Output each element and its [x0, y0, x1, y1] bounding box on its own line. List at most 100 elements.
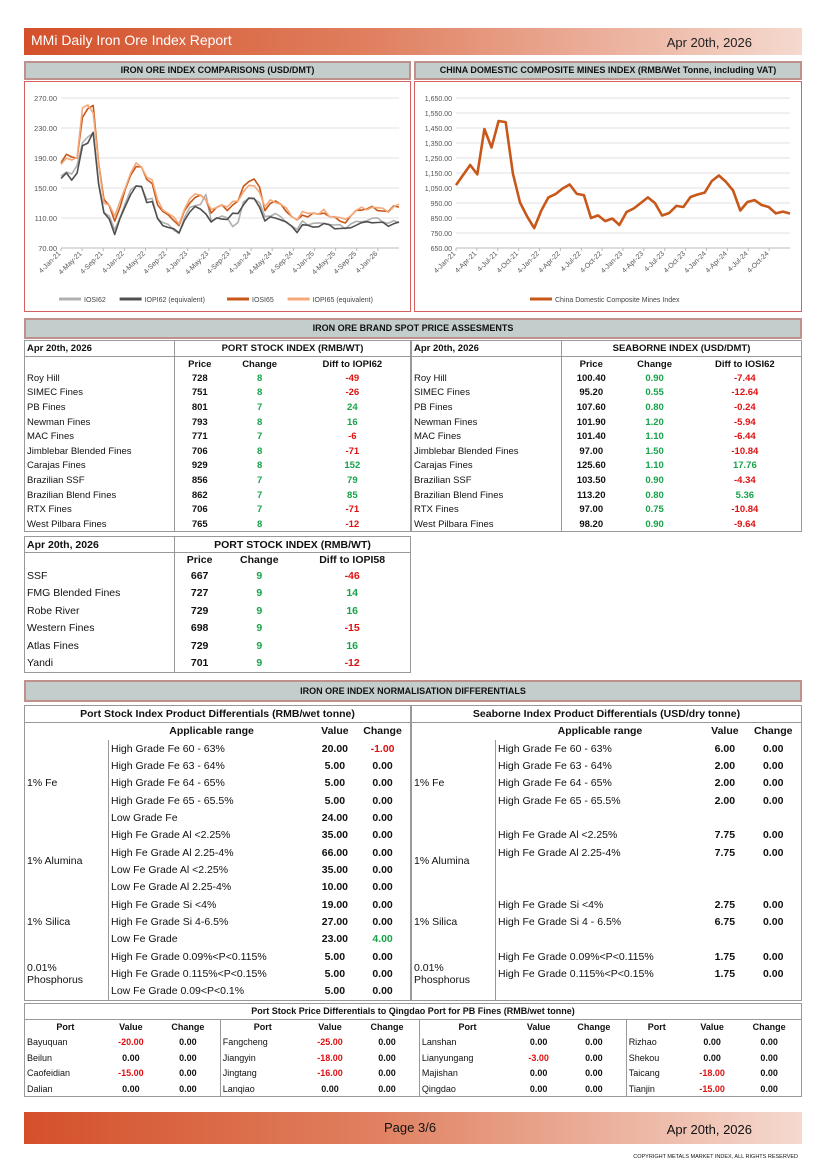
- applicable-range: High Fe Grade Al <2.25%: [498, 829, 618, 842]
- port-name: Dalian: [27, 1083, 53, 1094]
- price: 97.00: [579, 504, 604, 516]
- brand-name: MAC Fines: [411, 429, 562, 445]
- value: -25.00: [317, 1037, 343, 1048]
- table-row: High Grade Fe 63 - 64% 2.00 0.00: [412, 757, 802, 774]
- value: 2.00: [714, 759, 736, 772]
- port-differentials-table: Port Stock Index Product Differentials (…: [24, 705, 411, 1001]
- brand-name: SIMEC Fines: [411, 385, 562, 401]
- table-date: Apr 20th, 2026: [24, 340, 175, 357]
- price: 101.40: [576, 431, 606, 443]
- change: 0.00: [762, 794, 784, 807]
- column-header: Change: [577, 1022, 611, 1032]
- table-row: PB Fines 801 7 24: [24, 400, 411, 415]
- table-heading: Port Stock Price Differentials to Qingda…: [24, 1003, 802, 1020]
- change: 0.00: [762, 742, 784, 755]
- applicable-range: High Fe Grade 0.09%<P<0.115%: [111, 950, 267, 963]
- change: 0.00: [372, 829, 393, 842]
- change: 9: [256, 587, 263, 600]
- port-stock-58-table: Apr 20th, 2026 PORT STOCK INDEX (RMB/WT) P…: [24, 536, 411, 673]
- y-tick-label: 190.00: [34, 154, 57, 163]
- change: 1.10: [645, 431, 664, 443]
- column-header: Change: [240, 554, 279, 567]
- diff: 16: [346, 639, 358, 652]
- change: 0.00: [762, 829, 784, 842]
- value: 0.00: [122, 1052, 140, 1063]
- price: 728: [191, 372, 208, 384]
- category-label: 1% Alumina: [411, 826, 496, 896]
- change: 0.00: [372, 950, 393, 963]
- change: 0.90: [645, 475, 664, 487]
- series-line-0: [60, 132, 400, 235]
- table-row: Brazilian Blend Fines 113.20 0.80 5.36: [411, 487, 802, 503]
- brand-name: Newman Fines: [411, 414, 562, 430]
- price: 771: [191, 431, 208, 443]
- change: 8: [256, 460, 263, 472]
- table-row: 1% Fe High Grade Fe 60 - 63% 20.00 -1.00: [24, 739, 411, 827]
- value: 0.00: [529, 1068, 548, 1079]
- applicable-range: High Grade Fe 63 - 64%: [498, 759, 612, 772]
- table-row: West Pilbara Fines 765 8 -12: [24, 517, 411, 532]
- x-tick-label: 4-Jan-22: [516, 250, 541, 275]
- page-number: Page 3/6: [384, 1120, 437, 1135]
- brand-name: SSF: [24, 567, 175, 585]
- value: -20.00: [118, 1037, 144, 1048]
- brand-name: Carajas Fines: [24, 458, 175, 474]
- column-header: Price: [188, 358, 212, 370]
- brand-name: Robe River: [24, 602, 175, 620]
- diff: -6: [348, 431, 357, 443]
- table-row: Robe River 729 9 16: [24, 602, 411, 620]
- y-tick-label: 1,150.00: [425, 171, 452, 178]
- table-row: Brazilian SSF 103.50 0.90 -4.34: [411, 473, 802, 488]
- column-header: Port: [219, 1019, 305, 1035]
- diff: -71: [345, 445, 360, 457]
- table-row: Roy Hill 100.40 0.90 -7.44: [411, 371, 802, 386]
- category-label: 1% Alumina: [24, 826, 109, 896]
- brand-name: SIMEC Fines: [24, 385, 175, 401]
- diff: -7.44: [734, 372, 756, 384]
- change: 0.00: [372, 863, 393, 876]
- brand-name: Roy Hill: [411, 371, 562, 386]
- applicable-range: [496, 861, 705, 878]
- change: 0.00: [760, 1068, 778, 1079]
- brand-name: Brazilian SSF: [411, 473, 562, 488]
- category-label: 1% Silica: [411, 895, 496, 948]
- port-name: Taicang: [625, 1065, 687, 1081]
- diff: 152: [344, 460, 361, 472]
- change: [745, 861, 801, 878]
- table-row: Low Fe Grade Al <2.25% 35.00 0.00: [25, 861, 411, 878]
- value: 2.00: [714, 794, 736, 807]
- value: 1.75: [714, 950, 736, 963]
- price: 706: [191, 445, 208, 457]
- x-tick-label: 4-Jan-21: [433, 250, 458, 275]
- y-tick-label: 150.00: [34, 184, 57, 193]
- price: 667: [190, 569, 209, 582]
- change: 0.00: [762, 777, 784, 790]
- applicable-range: High Grade Fe 64 - 65%: [111, 777, 225, 790]
- table-heading: Port Stock Index Product Differentials (…: [24, 705, 411, 723]
- spacer: [25, 723, 109, 740]
- price: 97.00: [579, 445, 604, 457]
- brand-name: Brazilian Blend Fines: [411, 487, 562, 503]
- table-row: 1% Alumina High Fe Grade Al <2.25% 7.75 0.0…: [411, 826, 802, 896]
- applicable-range: High Fe Grade Al 2.25-4%: [111, 846, 234, 859]
- column-header: Change: [171, 1022, 205, 1032]
- legend-label: IOPI62 (equivalent): [145, 297, 205, 304]
- port-name: Shekou: [625, 1050, 687, 1066]
- applicable-range: High Fe Grade Al 2.25-4%: [498, 846, 621, 859]
- value: -18.00: [699, 1068, 725, 1079]
- diff: -5.94: [734, 416, 756, 428]
- y-tick-label: 1,550.00: [425, 111, 452, 118]
- china-composite-chart: 650.00 750.00 850.00 950.00 1,050.00 1,150.00…: [425, 96, 791, 304]
- change: 0.80: [645, 402, 664, 414]
- table-row: High Grade Fe 65 - 65.5% 2.00 0.00: [412, 792, 802, 809]
- value: 6.00: [714, 742, 736, 755]
- applicable-range: High Grade Fe 60 - 63%: [498, 742, 612, 755]
- category-label: 1% Fe: [24, 739, 109, 827]
- diff: 16: [346, 604, 358, 617]
- brand-name: Roy Hill: [24, 371, 175, 386]
- column-header: Port: [418, 1019, 516, 1035]
- change: 8: [256, 445, 263, 457]
- change: 9: [256, 569, 263, 582]
- table-date: Apr 20th, 2026: [411, 340, 562, 357]
- table-row: 0.01% Phosphorus High Fe Grade 0.09%<P<0.…: [24, 947, 411, 1000]
